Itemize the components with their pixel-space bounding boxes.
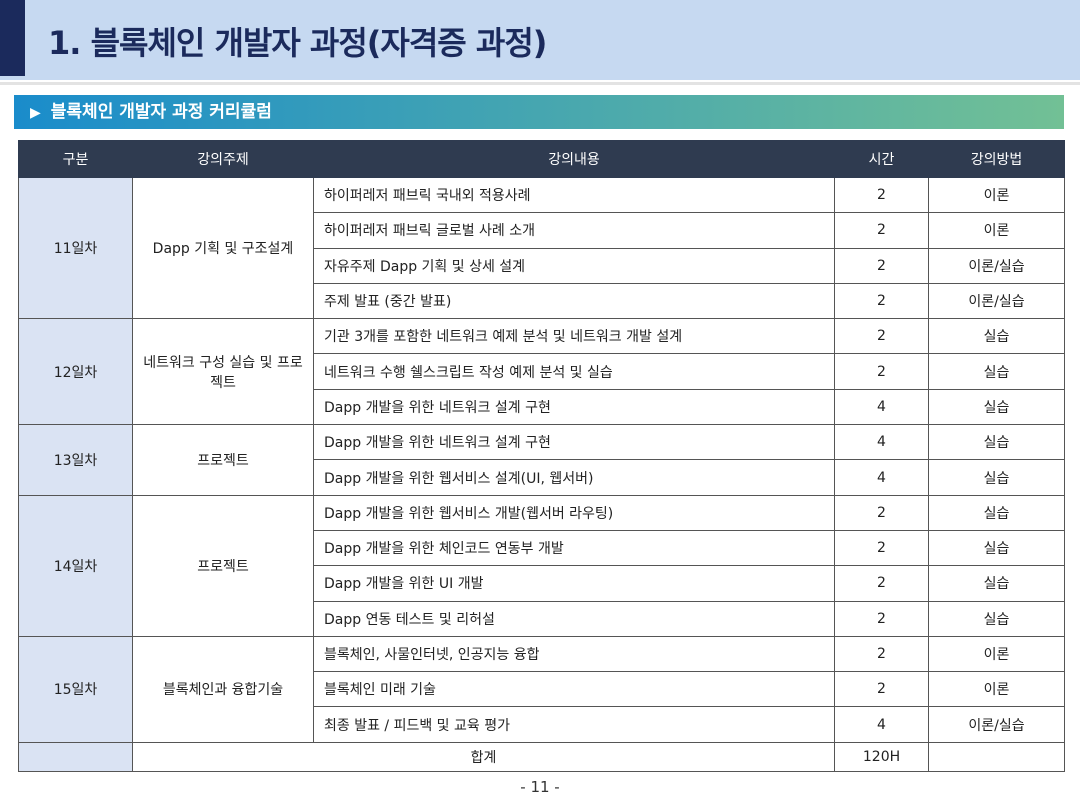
table-row: 최종 발표 / 피드백 및 교육 평가 4 이론/실습 [19, 706, 1065, 743]
hours-cell: 4 [834, 388, 929, 426]
topic-cell: 블록체인과 융합기술 [132, 635, 314, 743]
table-row: Dapp 개발을 위한 네트워크 설계 구현 4 실습 [19, 388, 1065, 426]
hours-cell: 2 [834, 282, 929, 320]
header-row: 구분 강의주제 강의내용 시간 강의방법 [18, 140, 1065, 178]
total-hours: 120H [834, 741, 929, 772]
table-row: 13일차 프로젝트 Dapp 개발을 위한 네트워크 설계 구현 4 실습 [18, 424, 1065, 496]
hours-cell: 2 [834, 529, 929, 567]
topic-cell: Dapp 기획 및 구조설계 [132, 176, 314, 320]
method-cell: 실습 [928, 600, 1065, 637]
hours-cell: 2 [834, 671, 929, 708]
table-row: 11일차 Dapp 기획 및 구조설계 하이퍼레저 패브릭 국내외 적용사례 2 이론 [18, 176, 1065, 320]
table-row: 하이퍼레저 패브릭 글로벌 사례 소개 2 이론 [19, 212, 1065, 249]
content-cell: 네트워크 수행 쉘스크립트 작성 예제 분석 및 실습 [313, 353, 835, 390]
method-cell: 이론 [928, 635, 1065, 673]
method-cell: 실습 [928, 424, 1065, 461]
day-cell: 13일차 [18, 424, 133, 496]
header-accent [0, 0, 25, 76]
total-row: 합계 120H [18, 741, 1065, 772]
title: 1. 블록체인 개발자 과정(자격증 과정) [48, 24, 547, 62]
section-title: 블록체인 개발자 과정 커리큘럼 [50, 102, 272, 122]
hours-cell: 4 [834, 424, 929, 461]
column-header: 구분 [18, 140, 133, 178]
day-cell: 15일차 [18, 635, 133, 743]
topic-cell: 네트워크 구성 실습 및 프로젝트 [132, 318, 314, 426]
page-number: - 11 - [520, 778, 560, 796]
total-label: 합계 [132, 741, 835, 772]
divider [0, 82, 1080, 85]
table-row: 14일차 프로젝트 Dapp 개발을 위한 웹서비스 개발(웹서버 라우팅) 2 실습 [18, 494, 1065, 637]
total-day-cell [18, 741, 133, 772]
day-cell: 12일차 [18, 318, 133, 426]
hours-cell: 2 [834, 600, 929, 637]
arrow-icon: ▶ [30, 105, 41, 121]
table-row: 12일차 네트워크 구성 실습 및 프로젝트 기관 3개를 포함한 네트워크 예제 … [18, 318, 1065, 426]
content-cell: Dapp 개발을 위한 네트워크 설계 구현 [313, 424, 835, 461]
hours-cell: 2 [834, 494, 929, 531]
content-cell: Dapp 개발을 위한 웹서비스 설계(UI, 웹서버) [313, 459, 835, 496]
method-cell: 실습 [928, 494, 1065, 531]
content-cell: 최종 발표 / 피드백 및 교육 평가 [313, 706, 835, 743]
content-cell: Dapp 연동 테스트 및 리허설 [313, 600, 835, 637]
hours-cell: 2 [834, 176, 929, 214]
content-cell: 주제 발표 (중간 발표) [313, 282, 835, 320]
column-header: 강의방법 [928, 140, 1065, 178]
method-cell: 이론 [928, 176, 1065, 214]
header: 1. 블록체인 개발자 과정(자격증 과정) [0, 0, 1080, 80]
table-row: Dapp 개발을 위한 UI 개발 2 실습 [19, 565, 1065, 602]
method-cell: 실습 [928, 565, 1065, 602]
method-cell: 이론/실습 [928, 706, 1065, 743]
method-cell: 이론 [928, 212, 1065, 249]
table-body: 11일차 Dapp 기획 및 구조설계 하이퍼레저 패브릭 국내외 적용사례 2 이론 하… [18, 176, 1065, 772]
method-cell: 실습 [928, 318, 1065, 355]
content-cell: 하이퍼레저 패브릭 글로벌 사례 소개 [313, 212, 835, 249]
topic-cell: 프로젝트 [132, 494, 314, 637]
method-cell: 실습 [928, 353, 1065, 390]
method-cell: 실습 [928, 529, 1065, 567]
content-cell: 기관 3개를 포함한 네트워크 예제 분석 및 네트워크 개발 설계 [313, 318, 835, 355]
method-cell: 이론 [928, 671, 1065, 708]
topic-cell: 프로젝트 [132, 424, 314, 496]
table-row: 15일차 블록체인과 융합기술 블록체인, 사물인터넷, 인공지능 융합 2 이론 [18, 635, 1065, 743]
hours-cell: 2 [834, 247, 929, 284]
method-cell: 실습 [928, 459, 1065, 496]
total-empty [928, 741, 1065, 772]
day-cell: 14일차 [18, 494, 133, 637]
content-cell: Dapp 개발을 위한 네트워크 설계 구현 [313, 388, 835, 426]
method-cell: 이론/실습 [928, 282, 1065, 320]
hours-cell: 2 [834, 212, 929, 249]
content-cell: Dapp 개발을 위한 체인코드 연동부 개발 [313, 529, 835, 567]
table-row: Dapp 개발을 위한 체인코드 연동부 개발 2 실습 [19, 529, 1065, 567]
hours-cell: 2 [834, 353, 929, 390]
table-row: Dapp 연동 테스트 및 리허설 2 실습 [19, 600, 1065, 637]
content-cell: 블록체인 미래 기술 [313, 671, 835, 708]
hours-cell: 4 [834, 459, 929, 496]
column-header: 강의내용 [313, 140, 835, 178]
content-cell: Dapp 개발을 위한 웹서비스 개발(웹서버 라우팅) [313, 494, 835, 531]
hours-cell: 2 [834, 318, 929, 355]
hours-cell: 4 [834, 706, 929, 743]
section-bar: ▶ 블록체인 개발자 과정 커리큘럼 [14, 95, 1064, 129]
content-cell: 블록체인, 사물인터넷, 인공지능 융합 [313, 635, 835, 673]
column-header: 시간 [834, 140, 929, 178]
day-cell: 11일차 [18, 176, 133, 320]
hours-cell: 2 [834, 565, 929, 602]
content-cell: Dapp 개발을 위한 UI 개발 [313, 565, 835, 602]
content-cell: 자유주제 Dapp 기획 및 상세 설계 [313, 247, 835, 284]
method-cell: 이론/실습 [928, 247, 1065, 284]
table-row: 주제 발표 (중간 발표) 2 이론/실습 [19, 282, 1065, 320]
hours-cell: 2 [834, 635, 929, 673]
column-header: 강의주제 [132, 140, 314, 178]
method-cell: 실습 [928, 388, 1065, 426]
table-row: 네트워크 수행 쉘스크립트 작성 예제 분석 및 실습 2 실습 [19, 353, 1065, 390]
content-cell: 하이퍼레저 패브릭 국내외 적용사례 [313, 176, 835, 214]
curriculum-table: 구분 강의주제 강의내용 시간 강의방법 11일차 Dapp 기획 및 구조설계 하이퍼레저… [18, 140, 1065, 772]
